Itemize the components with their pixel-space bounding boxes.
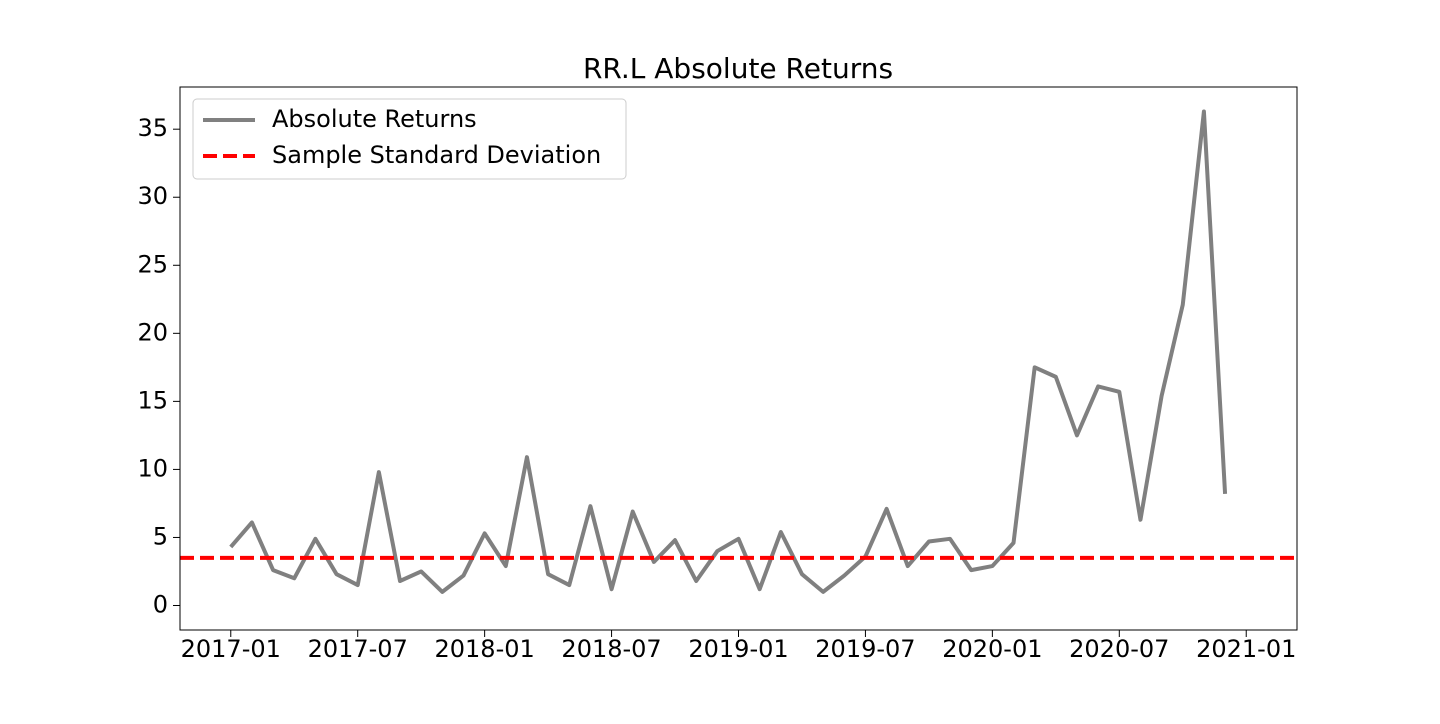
y-tick-label: 20 bbox=[137, 318, 168, 346]
x-tick-label: 2020-01 bbox=[942, 635, 1042, 663]
legend-label: Sample Standard Deviation bbox=[272, 141, 601, 169]
chart-title: RR.L Absolute Returns bbox=[583, 52, 893, 85]
x-tick-label: 2018-01 bbox=[434, 635, 534, 663]
y-tick-label: 0 bbox=[153, 591, 168, 619]
plot-frame bbox=[179, 86, 1298, 631]
y-tick-label: 35 bbox=[137, 114, 168, 142]
x-tick-label: 2017-07 bbox=[308, 635, 408, 663]
y-tick-label: 15 bbox=[137, 386, 168, 414]
x-tick-label: 2020-07 bbox=[1069, 635, 1169, 663]
legend bbox=[192, 98, 627, 180]
data-line bbox=[229, 109, 1228, 594]
x-tick-label: 2017-01 bbox=[181, 635, 281, 663]
y-tick-label: 5 bbox=[153, 522, 168, 550]
y-tick-label: 25 bbox=[137, 250, 168, 278]
y-tick-label: 30 bbox=[137, 182, 168, 210]
legend-label: Absolute Returns bbox=[272, 105, 477, 133]
y-tick-label: 10 bbox=[137, 454, 168, 482]
x-tick-label: 2019-07 bbox=[815, 635, 915, 663]
x-tick-label: 2021-01 bbox=[1196, 635, 1296, 663]
x-tick-label: 2019-01 bbox=[688, 635, 788, 663]
x-tick-label: 2018-07 bbox=[561, 635, 661, 663]
